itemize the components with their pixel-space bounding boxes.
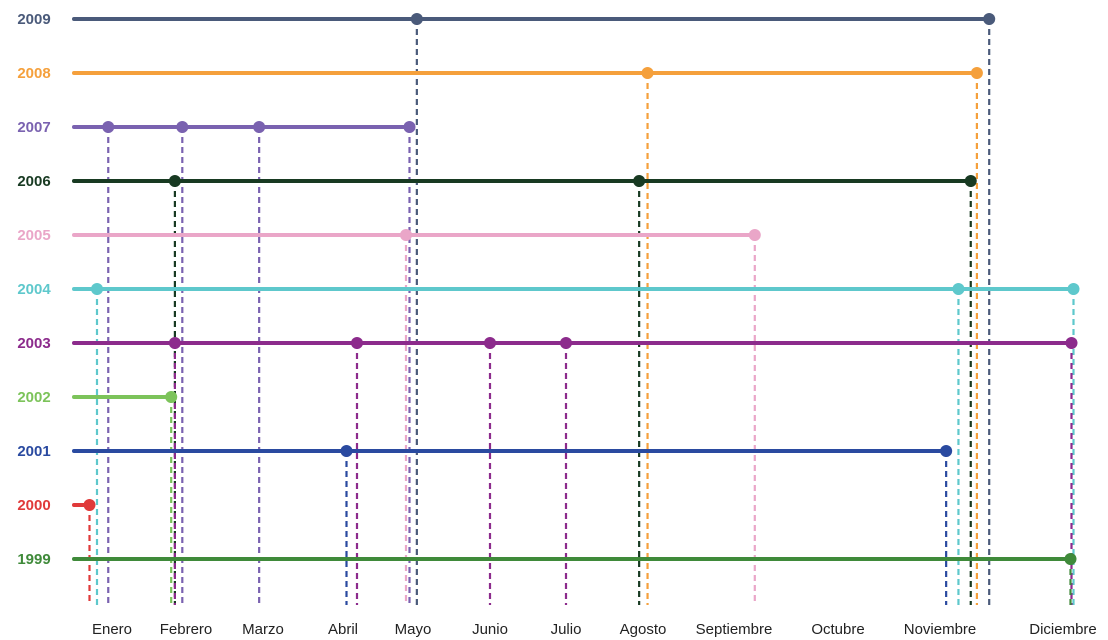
point-2006-2 <box>964 175 977 187</box>
point-2001-0 <box>340 445 353 457</box>
event-points <box>83 13 1080 565</box>
point-2004-1 <box>952 283 965 295</box>
drop-lines <box>88 19 1075 605</box>
month-label-9: Septiembre <box>696 621 773 638</box>
month-label-12: Diciembre <box>1029 621 1097 638</box>
point-1999-0 <box>1064 553 1077 565</box>
point-2007-2 <box>253 121 266 133</box>
point-2007-0 <box>102 121 115 133</box>
point-2003-0 <box>168 337 181 349</box>
point-2006-1 <box>633 175 646 187</box>
year-label-2000: 2000 <box>17 497 50 514</box>
point-2007-1 <box>176 121 189 133</box>
point-2003-1 <box>351 337 363 349</box>
year-label-1999: 1999 <box>17 551 50 568</box>
year-label-2008: 2008 <box>17 65 50 82</box>
month-label-1: Enero <box>92 621 132 638</box>
year-labels: 2009 2008 2007 2006 2005 2004 2003 2002 2001 2000… <box>17 11 51 568</box>
point-2003-2 <box>484 337 496 349</box>
year-label-2002: 2002 <box>17 389 50 406</box>
point-2001-1 <box>940 445 953 457</box>
point-2003-4 <box>1065 337 1078 349</box>
month-label-4: Abril <box>328 621 358 638</box>
month-label-11: Noviembre <box>904 621 977 638</box>
year-lines <box>72 17 1076 561</box>
point-2009-1 <box>983 13 996 25</box>
year-label-2007: 2007 <box>17 119 50 136</box>
month-label-6: Junio <box>472 621 508 638</box>
month-label-7: Julio <box>551 621 582 638</box>
year-label-2005: 2005 <box>17 227 50 244</box>
point-2002-0 <box>165 391 178 403</box>
point-2000-0 <box>83 499 96 511</box>
point-2005-1 <box>748 229 761 241</box>
month-label-5: Mayo <box>395 621 432 638</box>
month-label-10: Octubre <box>811 621 864 638</box>
year-label-2001: 2001 <box>17 443 50 460</box>
month-label-2: Febrero <box>160 621 213 638</box>
month-labels: Enero Febrero Marzo Abril Mayo Junio Julio Agos… <box>92 621 1097 638</box>
point-2007-3 <box>403 121 416 133</box>
point-2008-0 <box>641 67 654 79</box>
point-2004-2 <box>1067 283 1080 295</box>
month-label-3: Marzo <box>242 621 284 638</box>
month-label-8: Agosto <box>620 621 667 638</box>
point-2009-0 <box>410 13 423 25</box>
year-label-2006: 2006 <box>17 173 50 190</box>
year-label-2003: 2003 <box>17 335 50 352</box>
point-2003-3 <box>560 337 572 349</box>
point-2006-0 <box>168 175 181 187</box>
point-2005-0 <box>400 229 412 241</box>
year-label-2004: 2004 <box>17 281 51 298</box>
point-2008-1 <box>970 67 983 79</box>
year-label-2009: 2009 <box>17 11 50 28</box>
point-2004-0 <box>91 283 103 295</box>
